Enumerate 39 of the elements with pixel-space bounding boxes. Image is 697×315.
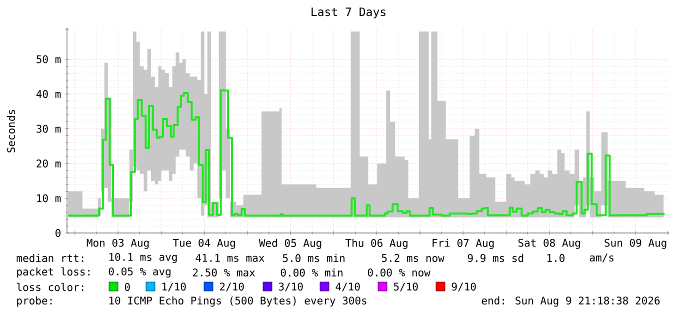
- text: 9/10: [452, 282, 476, 292]
- x-tick-label: Wed 05 Aug: [258, 238, 322, 250]
- text: end: Sun Aug 9 21:18:38 2026: [482, 296, 660, 307]
- x-tick-label: Sun 09 Aug: [604, 238, 666, 249]
- text: 0: [124, 283, 130, 291]
- text: loss color:: [17, 282, 84, 292]
- text: 10.1 ms avg: [109, 252, 177, 264]
- text: 5.0 ms min: [282, 254, 344, 262]
- y-tick-label: 0: [56, 229, 60, 237]
- x-tick-label: Thu 06 Aug: [345, 238, 408, 250]
- chart-title: Last 7 Days: [312, 8, 386, 18]
- text: am/s: [590, 254, 614, 262]
- y-tick-label: 30 m: [36, 124, 61, 133]
- y-tick-label: 50 m: [36, 55, 61, 64]
- text: 0.00 % now: [368, 268, 430, 276]
- text: 4/10: [336, 282, 360, 292]
- text: 0.05 % avg: [108, 267, 170, 278]
- y-tick-label: 40 m: [36, 90, 61, 98]
- text: 10 ICMP Echo Pings (500 Bytes) every 300s: [109, 296, 366, 307]
- text: 9.9 ms sd: [468, 254, 524, 262]
- x-tick-label: Fri 07 Aug: [432, 238, 494, 250]
- text: 2/10: [220, 282, 244, 292]
- y-axis-title: Seconds: [6, 110, 16, 152]
- y-tick-label: 10 m: [37, 194, 61, 202]
- text: 3/10: [278, 282, 303, 292]
- text: 5.2 ms now: [382, 254, 444, 262]
- x-tick-label: Mon 03 Aug: [86, 238, 149, 249]
- x-tick-label: Tue 04 Aug: [172, 238, 235, 249]
- text: 41.1 ms max: [196, 254, 264, 262]
- text: median rtt:: [16, 254, 84, 262]
- text: 2.50 % max: [192, 268, 256, 276]
- text: 1/10: [162, 282, 186, 292]
- text: 0.00 % min: [280, 268, 342, 277]
- x-tick-label: Sat 08 Aug: [518, 238, 580, 249]
- text: probe:: [17, 296, 52, 307]
- text: 5/10: [394, 282, 418, 292]
- text: 1.0: [547, 254, 564, 262]
- text: packet loss:: [17, 267, 90, 278]
- y-tick-label: 20 m: [36, 160, 61, 168]
